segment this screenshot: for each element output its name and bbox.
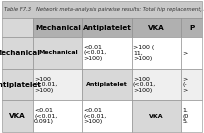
Bar [33, 37, 82, 69]
Bar [181, 37, 202, 69]
Text: Antiplatelet: Antiplatelet [86, 82, 128, 87]
Bar [82, 69, 132, 101]
Text: Antiplatelet: Antiplatelet [83, 25, 132, 31]
Text: VKA: VKA [148, 25, 165, 31]
Text: VKA: VKA [9, 113, 26, 119]
Bar [132, 69, 181, 101]
Bar [33, 18, 82, 37]
Text: 1.
(0
5.: 1. (0 5. [182, 108, 188, 124]
Bar [82, 101, 132, 132]
Text: >: > [182, 50, 187, 55]
Text: Table F7.3   Network meta-analysis pairwise results: Total hip replacement, inte: Table F7.3 Network meta-analysis pairwis… [4, 7, 204, 12]
Bar [132, 18, 181, 37]
Text: Antiplatelet: Antiplatelet [0, 82, 42, 88]
Bar [132, 101, 181, 132]
Bar [33, 101, 82, 132]
Bar [2, 37, 33, 69]
Text: Mechanical: Mechanical [35, 25, 81, 31]
Bar [181, 18, 202, 37]
Bar [132, 37, 181, 69]
Bar [2, 1, 202, 18]
Bar [2, 101, 33, 132]
Bar [181, 69, 202, 101]
Bar [82, 18, 132, 37]
Text: >
(-
>: > (- > [182, 76, 187, 93]
Bar [2, 69, 33, 101]
Text: <0.01
(<0.01,
>100): <0.01 (<0.01, >100) [83, 108, 107, 124]
Text: >100
(<0.01,
>100): >100 (<0.01, >100) [34, 76, 57, 93]
Text: <0.01
(<0.01,
>100): <0.01 (<0.01, >100) [83, 45, 107, 61]
Bar [181, 101, 202, 132]
Bar [2, 18, 33, 37]
Text: >100
(<0.01,
>100): >100 (<0.01, >100) [133, 76, 156, 93]
Bar [82, 37, 132, 69]
Bar [33, 69, 82, 101]
Text: Mechanical: Mechanical [0, 50, 40, 56]
Text: VKA: VKA [149, 114, 164, 119]
Text: >100 (
11,
>100): >100 ( 11, >100) [133, 45, 154, 61]
Text: Mechanical: Mechanical [38, 50, 78, 55]
Text: P: P [189, 25, 194, 31]
Text: <0.01
(<0.01,
0.091): <0.01 (<0.01, 0.091) [34, 108, 57, 124]
